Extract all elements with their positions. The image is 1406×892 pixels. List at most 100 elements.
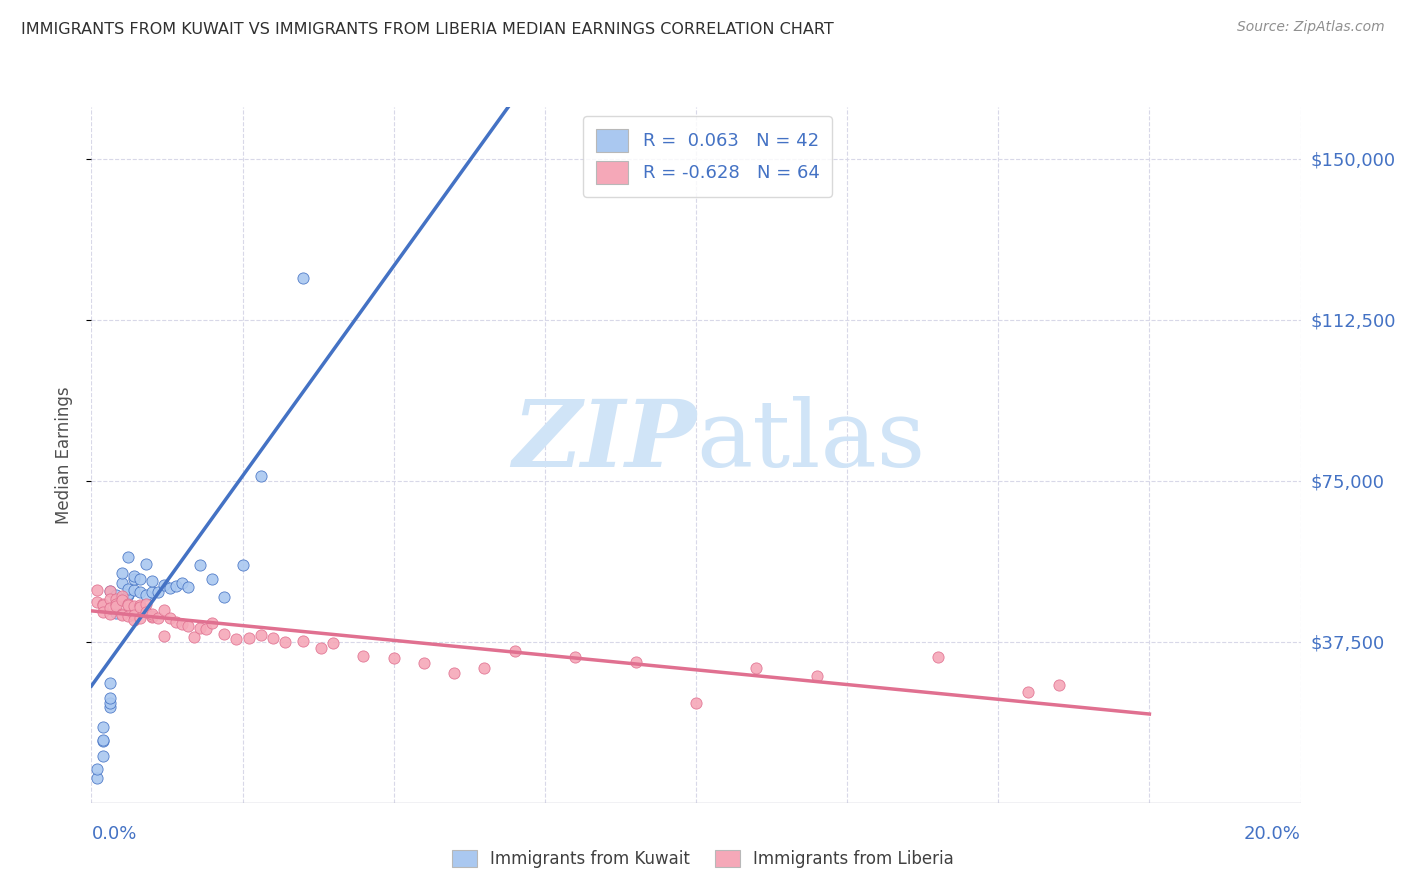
Text: atlas: atlas — [696, 396, 925, 486]
Point — [141, 585, 163, 599]
Point — [214, 626, 236, 640]
Point — [117, 588, 139, 602]
Point — [128, 572, 150, 586]
Point — [111, 589, 132, 603]
Point — [86, 762, 108, 776]
Point — [503, 644, 526, 658]
Point — [153, 578, 176, 592]
Point — [1018, 685, 1040, 699]
Point — [309, 640, 332, 655]
Point — [98, 699, 121, 714]
Point — [274, 635, 297, 649]
Point — [135, 598, 157, 612]
Point — [292, 634, 315, 648]
Point — [117, 582, 139, 596]
Point — [104, 606, 127, 620]
Point — [128, 611, 150, 625]
Point — [624, 655, 647, 669]
Point — [98, 592, 121, 607]
Y-axis label: Median Earnings: Median Earnings — [55, 386, 73, 524]
Point — [104, 599, 127, 614]
Point — [292, 270, 315, 285]
Point — [238, 631, 260, 645]
Point — [128, 599, 150, 613]
Point — [806, 669, 828, 683]
Point — [93, 598, 115, 612]
Point — [98, 607, 121, 622]
Point — [98, 691, 121, 706]
Point — [111, 593, 132, 607]
Point — [172, 575, 194, 590]
Text: ZIP: ZIP — [512, 396, 696, 486]
Point — [443, 665, 465, 680]
Point — [231, 558, 253, 573]
Point — [117, 609, 139, 624]
Text: 0.0%: 0.0% — [91, 825, 136, 843]
Point — [111, 607, 132, 621]
Point — [117, 550, 139, 565]
Point — [93, 734, 115, 748]
Text: 20.0%: 20.0% — [1244, 825, 1301, 843]
Point — [122, 582, 145, 597]
Point — [98, 676, 121, 690]
Point — [262, 631, 284, 645]
Point — [172, 617, 194, 632]
Point — [225, 632, 247, 647]
Point — [159, 611, 181, 625]
Point — [135, 589, 157, 603]
Point — [104, 591, 127, 606]
Point — [93, 597, 115, 611]
Point — [128, 584, 150, 599]
Point — [201, 572, 224, 586]
Point — [146, 585, 169, 599]
Point — [413, 656, 436, 670]
Point — [141, 574, 163, 589]
Point — [86, 594, 108, 608]
Point — [104, 593, 127, 607]
Point — [86, 771, 108, 785]
Legend: R =  0.063   N = 42, R = -0.628   N = 64: R = 0.063 N = 42, R = -0.628 N = 64 — [583, 116, 832, 197]
Point — [249, 469, 271, 483]
Point — [122, 613, 145, 627]
Point — [93, 720, 115, 734]
Point — [86, 582, 108, 597]
Point — [214, 590, 236, 604]
Point — [927, 649, 949, 664]
Point — [564, 649, 586, 664]
Point — [135, 557, 157, 571]
Point — [111, 576, 132, 591]
Point — [128, 599, 150, 614]
Point — [117, 587, 139, 601]
Point — [153, 603, 176, 617]
Point — [122, 608, 145, 623]
Point — [104, 588, 127, 602]
Point — [104, 598, 127, 612]
Point — [153, 629, 176, 643]
Point — [146, 611, 169, 625]
Point — [98, 584, 121, 599]
Point — [122, 599, 145, 614]
Text: Source: ZipAtlas.com: Source: ZipAtlas.com — [1237, 20, 1385, 34]
Point — [165, 615, 187, 629]
Point — [322, 636, 344, 650]
Point — [159, 581, 181, 595]
Point — [117, 597, 139, 611]
Point — [201, 616, 224, 631]
Point — [141, 607, 163, 622]
Point — [141, 609, 163, 624]
Point — [472, 661, 495, 675]
Point — [165, 579, 187, 593]
Legend: Immigrants from Kuwait, Immigrants from Liberia: Immigrants from Kuwait, Immigrants from … — [446, 843, 960, 875]
Point — [1047, 678, 1070, 692]
Point — [93, 605, 115, 619]
Point — [745, 660, 768, 674]
Point — [135, 605, 157, 619]
Point — [111, 566, 132, 581]
Point — [93, 748, 115, 763]
Point — [122, 568, 145, 582]
Point — [352, 649, 374, 664]
Point — [183, 630, 205, 644]
Point — [93, 732, 115, 747]
Point — [685, 696, 707, 710]
Point — [98, 600, 121, 615]
